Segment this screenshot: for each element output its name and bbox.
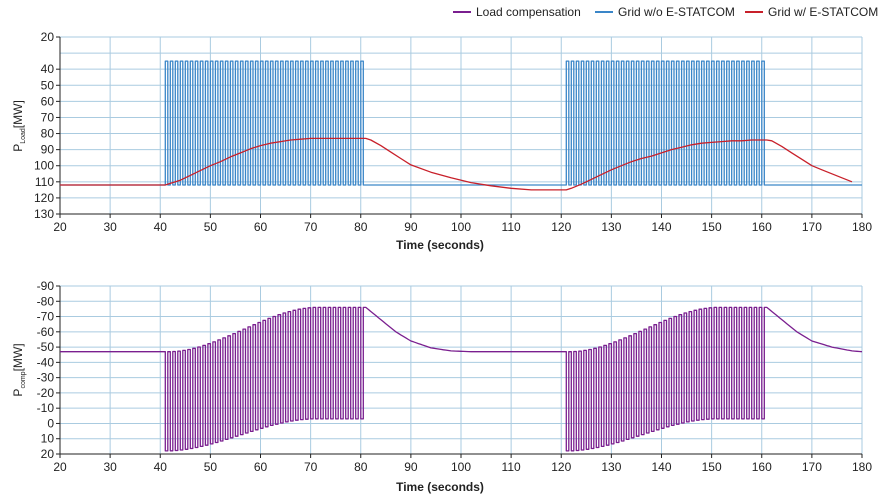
bottom-x-tick-label-70: 70	[304, 460, 318, 474]
legend-item-load-compensation: Load compensation	[453, 5, 581, 19]
bottom-y-tick-label-6: -30	[37, 371, 55, 385]
bottom-y-tick-label-4: -50	[37, 340, 55, 354]
top-x-tick-label-130: 130	[601, 220, 621, 234]
bottom-x-tick-label-150: 150	[702, 460, 722, 474]
legend-item-grid-with: Grid w/ E-STATCOM	[745, 5, 878, 19]
top-x-tick-label-160: 160	[752, 220, 772, 234]
top-y-tick-label-2: 50	[41, 78, 55, 92]
top-x-tick-label-20: 20	[53, 220, 67, 234]
legend-label-grid-with: Grid w/ E-STATCOM	[768, 5, 878, 19]
top-y-tick-label-9: 120	[34, 191, 54, 205]
bottom-x-tick-label-170: 170	[802, 460, 822, 474]
bottom-y-tick-label-10: 10	[41, 432, 55, 446]
top-y-axis-label: PLoad[MW]	[11, 100, 27, 152]
top-y-axis-label-unit: [MW]	[11, 100, 25, 128]
bottom-x-tick-label-180: 180	[852, 460, 872, 474]
bottom-x-tick-label-60: 60	[254, 460, 268, 474]
top-y-tick-label-7: 100	[34, 159, 54, 173]
bottom-x-tick-label-110: 110	[502, 460, 521, 474]
top-x-tick-label-60: 60	[254, 220, 268, 234]
bottom-y-tick-label-11: 20	[41, 447, 55, 461]
top-y-axis-label-sub: Load	[20, 128, 27, 144]
top-y-tick-label-8: 110	[35, 175, 54, 189]
bottom-x-tick-label-40: 40	[154, 460, 168, 474]
top-x-tick-label-100: 100	[451, 220, 471, 234]
load-power-chart: 20 30 40 50 60 70 80 90 100 110 120 130 140 150 160 170…	[34, 30, 872, 234]
bottom-x-tick-label-160: 160	[752, 460, 772, 474]
bottom-y-tick-label-0: -90	[37, 279, 55, 293]
top-x-tick-label-30: 30	[103, 220, 117, 234]
bottom-y-axis-label-unit: [MW]	[11, 343, 25, 371]
bottom-y-axis-label: Pcomp[MW]	[11, 343, 27, 396]
bottom-x-tick-label-30: 30	[103, 460, 117, 474]
bottom-x-axis-label: Time (seconds)	[396, 480, 484, 494]
legend-label-grid-without: Grid w/o E-STATCOM	[618, 5, 735, 19]
top-x-tick-label-50: 50	[204, 220, 218, 234]
top-series-grid-w-o-e-statcom	[60, 60, 862, 186]
top-x-axis-label: Time (seconds)	[396, 238, 484, 252]
top-x-tick-label-110: 110	[502, 220, 521, 234]
legend-label-load-compensation: Load compensation	[476, 5, 581, 19]
top-x-tick-label-140: 140	[651, 220, 671, 234]
top-series-grid-w-e-statcom	[60, 137, 853, 191]
top-x-tick-label-90: 90	[404, 220, 418, 234]
bottom-y-tick-label-5: -40	[37, 355, 55, 369]
legend-item-grid-without: Grid w/o E-STATCOM	[595, 5, 735, 19]
compensation-power-chart: 20 30 40 50 60 70 80 90 100 110 120 130 140 150 160 170…	[37, 279, 873, 474]
top-y-tick-label-4: 70	[41, 110, 55, 124]
bottom-y-tick-label-2: -70	[37, 310, 55, 324]
top-x-tick-label-80: 80	[354, 220, 368, 234]
legend: Load compensation Grid w/o E-STATCOM Gri…	[453, 5, 878, 19]
top-x-tick-label-120: 120	[551, 220, 571, 234]
top-y-tick-label-6: 90	[41, 143, 55, 157]
bottom-x-tick-label-20: 20	[53, 460, 67, 474]
top-x-tick-label-40: 40	[154, 220, 168, 234]
bottom-x-tick-label-50: 50	[204, 460, 218, 474]
top-x-tick-label-180: 180	[852, 220, 872, 234]
top-y-tick-label-3: 60	[41, 94, 55, 108]
bottom-y-tick-label-9: 0	[47, 416, 54, 430]
bottom-x-tick-label-140: 140	[651, 460, 671, 474]
bottom-x-tick-label-80: 80	[354, 460, 368, 474]
bottom-y-axis-label-main: P	[11, 389, 25, 397]
bottom-x-tick-label-100: 100	[451, 460, 471, 474]
top-x-tick-label-150: 150	[702, 220, 722, 234]
top-y-axis-label-main: P	[11, 144, 25, 152]
top-x-tick-label-170: 170	[802, 220, 822, 234]
bottom-y-tick-label-1: -80	[37, 294, 55, 308]
bottom-y-axis-label-sub: comp	[20, 371, 27, 388]
top-x-tick-label-70: 70	[304, 220, 318, 234]
bottom-y-tick-label-8: -10	[37, 401, 55, 415]
top-y-tick-label-5: 80	[41, 127, 55, 141]
top-y-tick-label-0: 20	[41, 30, 55, 44]
bottom-y-tick-label-7: -20	[37, 386, 55, 400]
top-y-tick-label-10: 130	[34, 207, 54, 221]
bottom-x-tick-label-90: 90	[404, 460, 418, 474]
top-y-tick-label-1: 40	[41, 62, 55, 76]
bottom-y-tick-label-3: -60	[37, 325, 55, 339]
bottom-series-load-compensation	[60, 306, 863, 452]
bottom-x-tick-label-130: 130	[601, 460, 621, 474]
bottom-x-tick-label-120: 120	[551, 460, 571, 474]
